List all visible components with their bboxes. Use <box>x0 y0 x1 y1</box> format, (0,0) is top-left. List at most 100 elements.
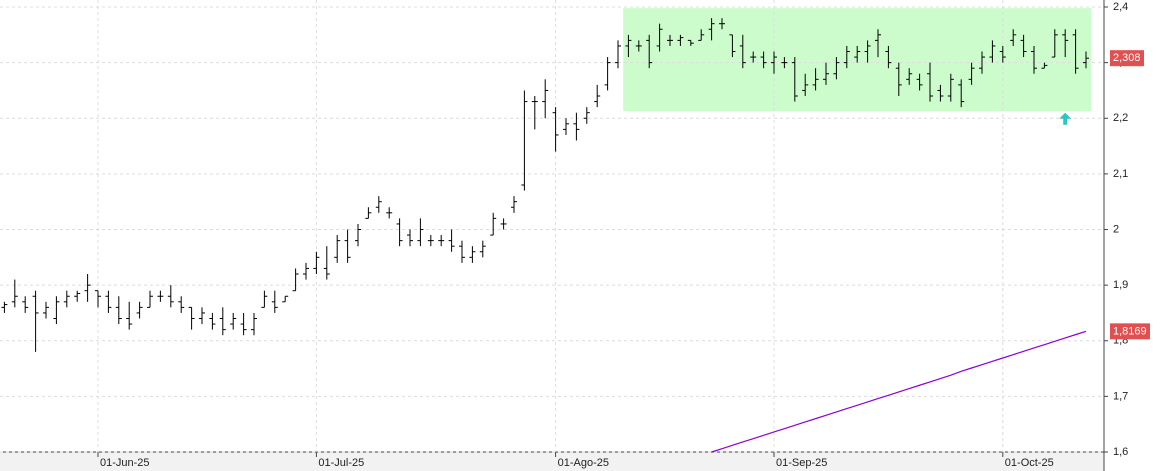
ohlc-bar <box>823 62 829 85</box>
ohlc-bar <box>43 301 49 319</box>
ohlc-bar <box>178 296 185 313</box>
y-tick-label: 2 <box>1113 223 1119 235</box>
last-price-box <box>1110 50 1144 67</box>
ohlc-bar <box>95 290 101 308</box>
ohlc-bar <box>126 301 133 330</box>
ohlc-bar <box>646 34 653 69</box>
x-tick-label: 01-Jun-25 <box>100 457 150 469</box>
ohlc-bar <box>63 290 70 308</box>
ohlc-bar <box>999 45 1006 63</box>
ohlc-bar <box>906 68 913 85</box>
ohlc-bar <box>771 51 777 74</box>
x-tick-label: 01-Jul-25 <box>318 457 364 469</box>
y-tick-label: 1,7 <box>1113 390 1128 402</box>
ohlc-bar <box>625 34 632 58</box>
ohlc-bar <box>375 196 382 213</box>
ohlc-bar <box>1051 29 1058 58</box>
ohlc-bar <box>490 212 497 236</box>
ohlc-bar <box>677 34 684 46</box>
ohlc-bar <box>84 274 91 302</box>
ohlc-bar <box>313 251 320 275</box>
ohlc-bar <box>864 40 871 63</box>
ohlc-bar <box>438 235 445 247</box>
ohlc-bar <box>635 40 642 52</box>
ohlc-bar <box>739 34 746 69</box>
last-value-label: 1,8169 <box>1113 325 1147 337</box>
ohlc-bar <box>968 62 975 85</box>
x-axis-band <box>0 452 1104 471</box>
ohlc-bar <box>396 218 403 247</box>
ohlc-bar <box>667 34 673 46</box>
ohlc-bar <box>1062 29 1069 58</box>
ohlc-bar <box>334 235 341 263</box>
ohlc-bar <box>916 73 923 91</box>
ohlc-bar <box>365 207 372 219</box>
last-price-label: 2,308 <box>1113 52 1141 64</box>
ohlc-bar <box>188 306 195 330</box>
ohlc-bar <box>303 262 309 280</box>
ohlc-bar <box>22 296 29 313</box>
ohlc-bar <box>760 51 767 69</box>
ohlc-bar <box>989 40 996 63</box>
ohlc-bar <box>147 290 153 308</box>
ohlc-bar <box>1083 51 1089 69</box>
ohlc-bar <box>833 57 840 80</box>
ohlc-bar <box>32 290 39 352</box>
ohlc-bar <box>230 312 237 330</box>
ohlc-bar <box>750 51 757 63</box>
y-tick-label: 1,9 <box>1113 279 1128 291</box>
ohlc-bar <box>563 118 569 135</box>
x-tick-label: 01-Oct-25 <box>1005 457 1054 469</box>
ohlc-bar <box>219 307 226 336</box>
signal-arrow <box>1059 112 1072 125</box>
ohlc-bar <box>500 218 507 230</box>
ohlc-bar <box>1 301 8 313</box>
ohlc-bar <box>251 312 257 336</box>
ohlc-bar <box>355 223 361 247</box>
ohlc-bar <box>105 290 112 313</box>
ohlc-bar <box>698 29 705 41</box>
ohlc-bar <box>11 279 18 308</box>
ohlc-bar <box>292 268 299 292</box>
ohlc-bar <box>417 218 424 247</box>
ohlc-bar <box>927 62 933 102</box>
ohlc-bar <box>687 39 694 46</box>
ohlc-bar <box>344 229 351 263</box>
ohlc-bar <box>552 107 559 152</box>
ohlc-bar <box>708 18 715 41</box>
ohlc-bar <box>958 79 965 108</box>
ohlc-bar <box>937 84 944 102</box>
x-tick-label: 01-Ago-25 <box>558 457 609 469</box>
ohlc-bar <box>271 290 278 313</box>
ohlc-bar <box>719 18 725 30</box>
ohlc-bar <box>812 68 819 91</box>
ohlc-bar <box>448 229 455 252</box>
ohlc-bar <box>875 29 881 58</box>
ohlc-bar <box>781 57 788 69</box>
ohlc-bar <box>656 23 663 52</box>
ohlc-bar <box>167 285 174 308</box>
y-tick-label: 1,6 <box>1113 446 1128 458</box>
ohlc-bar <box>199 307 205 325</box>
ohlc-bar <box>573 112 580 141</box>
last-value-box <box>1110 323 1150 340</box>
ohlc-bar <box>407 229 413 247</box>
ohlc-bar <box>209 312 216 330</box>
ohlc-bar <box>854 45 861 63</box>
ohlc-bar <box>895 62 902 97</box>
ohlc-bar <box>53 296 60 325</box>
ohlc-bar <box>469 246 476 263</box>
ohlc-bar <box>136 301 143 319</box>
y-tick-label: 2,2 <box>1113 112 1128 124</box>
ohlc-bar <box>240 312 247 336</box>
ohlc-bar <box>282 295 289 303</box>
ohlc-bar <box>1041 62 1048 69</box>
ohlc-bar <box>542 79 549 119</box>
ohlc-bar <box>615 40 621 69</box>
ohlc-bar <box>729 34 736 58</box>
ohlc-bar <box>947 73 954 102</box>
ohlc-bar <box>479 240 486 258</box>
ohlc-bar <box>979 51 985 74</box>
ohlc-bar <box>157 290 164 302</box>
